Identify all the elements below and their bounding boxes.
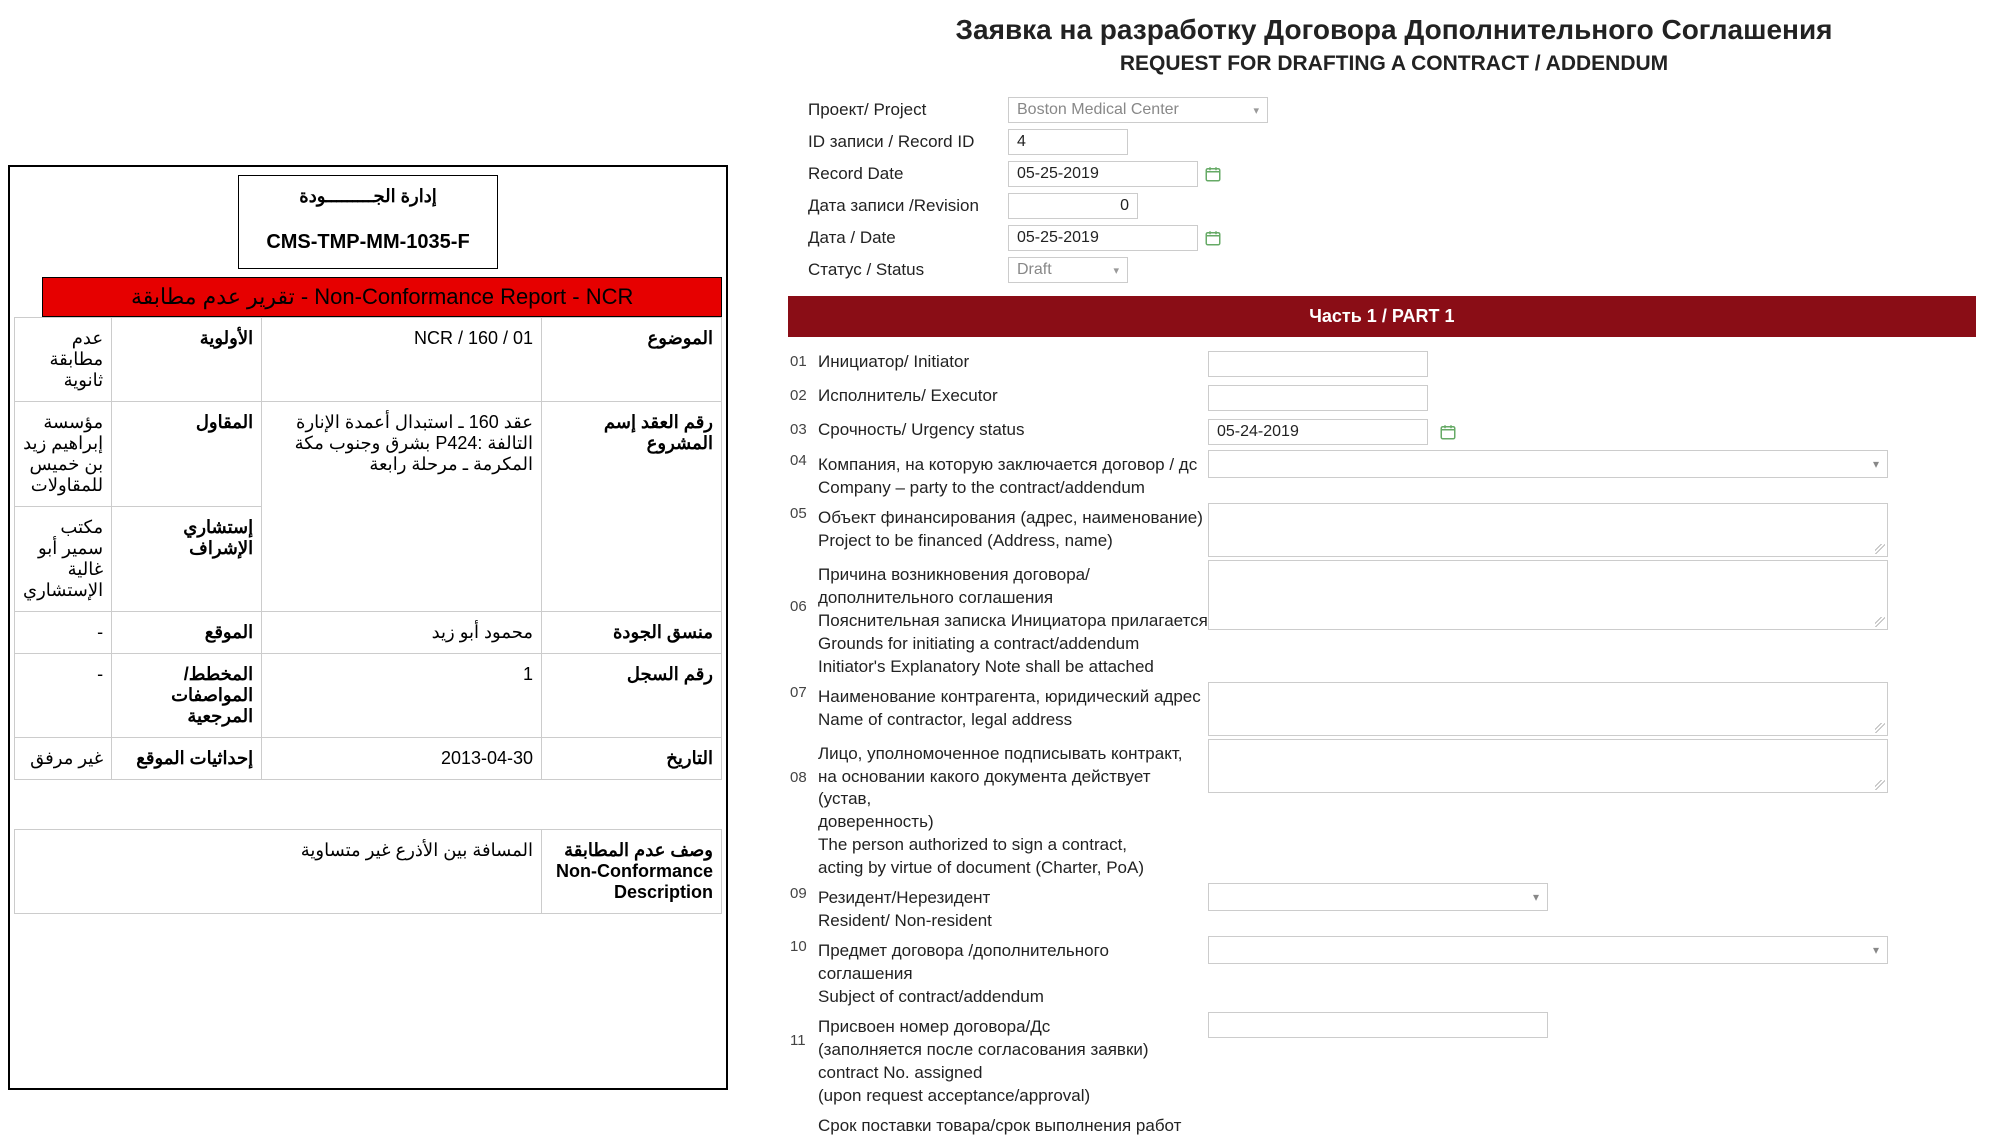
chevron-down-icon: ▾ [1533, 890, 1539, 904]
urgency-date-input[interactable]: 05-24-2019 [1208, 419, 1428, 445]
grounds-textarea[interactable] [1208, 560, 1888, 630]
lbl-contractor: المقاول [112, 402, 262, 507]
subject-select[interactable]: ▾ [1208, 936, 1888, 964]
lbl-grounds: Причина возникновения договора/дополните… [818, 560, 1208, 679]
contract-no-input[interactable] [1208, 1012, 1548, 1038]
val-nc-description: المسافة بين الأذرع غير متساوية [15, 830, 542, 914]
lbl-revision: Дата записи /Revision [808, 196, 1008, 216]
contract-request-panel: Заявка на разработку Договора Дополнител… [788, 0, 2000, 1090]
val-specs: - [15, 654, 112, 738]
ncr-report-panel: إدارة الجـــــــــودة CMS-TMP-MM-1035-F … [8, 165, 728, 1090]
page-title-ru: Заявка на разработку Договора Дополнител… [788, 14, 2000, 46]
chevron-down-icon: ▾ [1873, 457, 1879, 471]
page-title-en: REQUEST FOR DRAFTING A CONTRACT / ADDEND… [788, 52, 2000, 76]
lbl-contractor-name: Наименование контрагента, юридический ад… [818, 682, 1208, 732]
ncr-title-bar: Non-Conformance Report - NCR - تقرير عدم… [42, 277, 722, 317]
lbl-delivery-terms: Срок поставки товара/срок выполнения раб… [818, 1111, 1208, 1138]
calendar-icon[interactable] [1439, 423, 1457, 441]
lbl-contract: رقم العقد إسم المشروع [542, 402, 722, 612]
status-select[interactable]: Draft ▾ [1008, 257, 1128, 283]
val-record-no: 1 [262, 654, 542, 738]
lbl-supervisor: إستشاري الإشراف [112, 507, 262, 612]
chevron-down-icon: ▾ [1253, 104, 1259, 117]
chevron-down-icon: ▾ [1113, 264, 1119, 277]
template-code: CMS-TMP-MM-1035-F [245, 231, 491, 254]
lbl-urgency: Срочность/ Urgency status [818, 419, 1208, 442]
ncr-header-box: إدارة الجـــــــــودة CMS-TMP-MM-1035-F [14, 171, 722, 269]
quality-dept-title: إدارة الجـــــــــودة [245, 186, 491, 207]
lbl-signatory: Лицо, уполномоченное подписывать контрак… [818, 739, 1208, 881]
ncr-details-table: الموضوع NCR / 160 / 01 الأولوية عدم مطاب… [14, 317, 722, 914]
company-select[interactable]: ▾ [1208, 450, 1888, 478]
lbl-quality-coord: منسق الجودة [542, 612, 722, 654]
part-1-bar: Часть 1 / PART 1 [788, 296, 1976, 337]
lbl-project-financed: Объект финансирования (адрес, наименован… [818, 503, 1208, 553]
lbl-date: Дата / Date [808, 228, 1008, 248]
contractor-name-textarea[interactable] [1208, 682, 1888, 736]
signatory-textarea[interactable] [1208, 739, 1888, 793]
ncr-header-inner: إدارة الجـــــــــودة CMS-TMP-MM-1035-F [238, 175, 498, 269]
record-date-input[interactable]: 05-25-2019 [1008, 161, 1198, 187]
executor-input[interactable] [1208, 385, 1428, 411]
project-financed-textarea[interactable] [1208, 503, 1888, 557]
val-quality-coord: محمود أبو زيد [262, 612, 542, 654]
val-contractor: مؤسسة إبراهيم زيد بن خميس للمقاولات [15, 402, 112, 507]
lbl-record-id: ID записи / Record ID [808, 132, 1008, 152]
lbl-contract-no: Присвоен номер договора/Дс(заполняется п… [818, 1012, 1208, 1108]
val-date: 2013-04-30 [262, 738, 542, 780]
lbl-initiator: Инициатор/ Initiator [818, 351, 1208, 374]
revision-input[interactable]: 0 [1008, 193, 1138, 219]
lbl-resident: Резидент/НерезидентResident/ Non-residen… [818, 883, 1208, 933]
lbl-record-date: Record Date [808, 164, 1008, 184]
lbl-record-no: رقم السجل [542, 654, 722, 738]
lbl-coords: إحداثيات الموقع [112, 738, 262, 780]
calendar-icon[interactable] [1204, 165, 1222, 183]
date-input[interactable]: 05-25-2019 [1008, 225, 1198, 251]
chevron-down-icon: ▾ [1873, 943, 1879, 957]
lbl-specs: المخطط/المواصفات المرجعية [112, 654, 262, 738]
lbl-subject: الموضوع [542, 318, 722, 402]
val-subject: NCR / 160 / 01 [262, 318, 542, 402]
val-location: - [15, 612, 112, 654]
lbl-company: Компания, на которую заключается договор… [818, 450, 1208, 500]
val-contract: عقد 160 ـ استبدال أعمدة الإنارة التالفة … [262, 402, 542, 612]
lbl-location: الموقع [112, 612, 262, 654]
lbl-priority: الأولوية [112, 318, 262, 402]
lbl-status: Статус / Status [808, 260, 1008, 280]
lbl-executor: Исполнитель/ Executor [818, 385, 1208, 408]
lbl-nc-description: وصف عدم المطابقة Non-Conformance Descrip… [542, 830, 722, 914]
calendar-icon[interactable] [1204, 229, 1222, 247]
val-supervisor: مكتب سمير أبو غالية الإستشاري [15, 507, 112, 612]
val-coords: غير مرفق [15, 738, 112, 780]
lbl-subject-contract: Предмет договора /дополнительного соглаш… [818, 936, 1208, 1009]
meta-block: Проект/ Project Boston Medical Center ▾ … [808, 94, 2000, 286]
initiator-input[interactable] [1208, 351, 1428, 377]
project-select[interactable]: Boston Medical Center ▾ [1008, 97, 1268, 123]
lbl-project: Проект/ Project [808, 100, 1008, 120]
lbl-date: التاريخ [542, 738, 722, 780]
resident-select[interactable]: ▾ [1208, 883, 1548, 911]
record-id-input[interactable]: 4 [1008, 129, 1128, 155]
val-priority: عدم مطابقة ثانوية [15, 318, 112, 402]
